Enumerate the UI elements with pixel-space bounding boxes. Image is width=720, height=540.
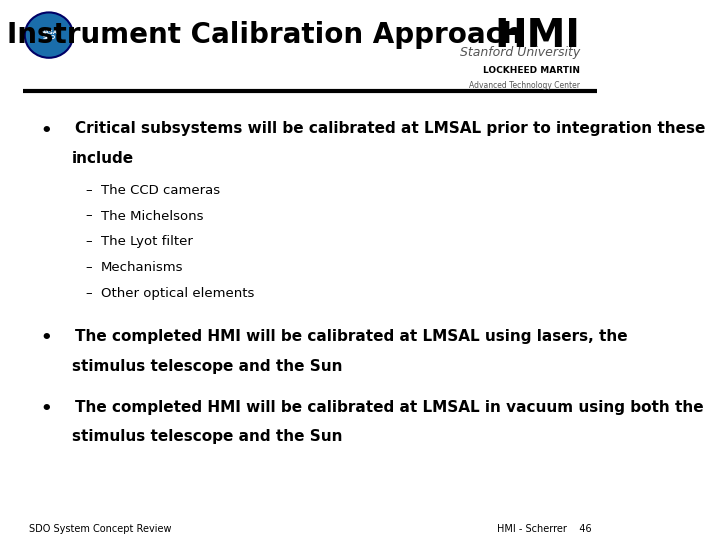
Text: –: –	[86, 210, 92, 222]
Text: The CCD cameras: The CCD cameras	[101, 184, 220, 197]
Text: Instrument Calibration Approach: Instrument Calibration Approach	[7, 21, 522, 49]
Text: The completed HMI will be calibrated at LMSAL in vacuum using both the: The completed HMI will be calibrated at …	[75, 400, 703, 415]
Text: –: –	[86, 184, 92, 197]
Text: –: –	[86, 261, 92, 274]
Text: The Michelsons: The Michelsons	[101, 210, 203, 222]
Text: •: •	[40, 122, 52, 139]
Text: –: –	[86, 287, 92, 300]
Text: HMI: HMI	[495, 17, 580, 55]
Text: SDO System Concept Review: SDO System Concept Review	[29, 523, 171, 534]
Text: NASA
SDO: NASA SDO	[40, 30, 58, 40]
Text: Advanced Technology Center: Advanced Technology Center	[469, 81, 580, 90]
Text: HMI - Scherrer    46: HMI - Scherrer 46	[497, 523, 592, 534]
Text: LOCKHEED MARTIN: LOCKHEED MARTIN	[483, 66, 580, 75]
Text: Other optical elements: Other optical elements	[101, 287, 254, 300]
Text: Critical subsystems will be calibrated at LMSAL prior to integration these: Critical subsystems will be calibrated a…	[75, 122, 705, 137]
Text: stimulus telescope and the Sun: stimulus telescope and the Sun	[72, 359, 343, 374]
Text: •: •	[40, 400, 52, 417]
Text: stimulus telescope and the Sun: stimulus telescope and the Sun	[72, 429, 343, 444]
Circle shape	[24, 12, 73, 58]
Text: Stanford University: Stanford University	[460, 46, 580, 59]
Text: include: include	[72, 151, 134, 166]
Text: Mechanisms: Mechanisms	[101, 261, 183, 274]
Text: •: •	[40, 329, 52, 347]
Text: The Lyot filter: The Lyot filter	[101, 235, 192, 248]
Text: The completed HMI will be calibrated at LMSAL using lasers, the: The completed HMI will be calibrated at …	[75, 329, 627, 345]
Text: –: –	[86, 235, 92, 248]
